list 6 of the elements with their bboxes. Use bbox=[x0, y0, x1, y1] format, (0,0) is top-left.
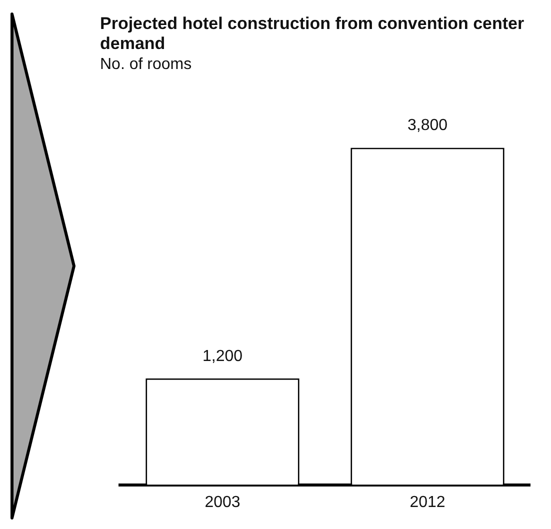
data-label: 1,200 bbox=[202, 348, 243, 365]
data-label: 3,800 bbox=[407, 117, 448, 134]
x-tick-label: 2012 bbox=[410, 494, 446, 511]
chart-subtitle: No. of rooms bbox=[100, 56, 192, 74]
x-tick-label: 2003 bbox=[204, 494, 240, 511]
chart-title: Projected hotel construction from convention center demand bbox=[100, 14, 526, 54]
